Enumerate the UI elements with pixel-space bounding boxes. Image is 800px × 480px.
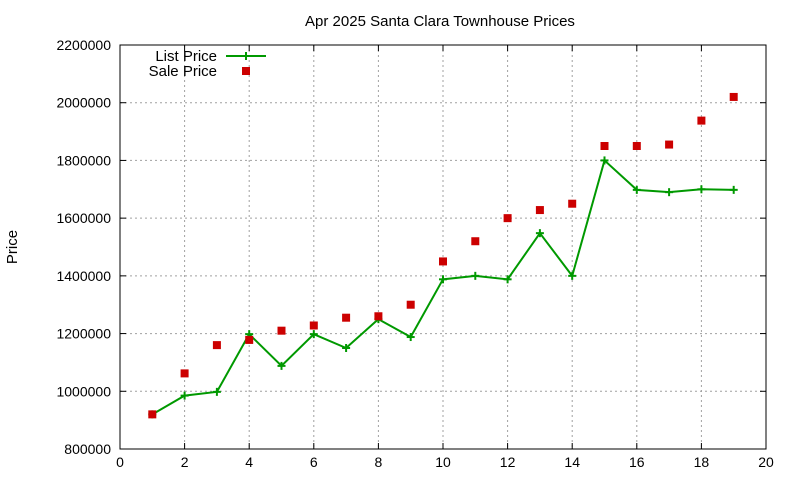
list-price-point	[342, 344, 351, 352]
list-price-point	[632, 185, 641, 194]
y-axis-label: Price	[4, 230, 21, 264]
sale-price-point	[568, 199, 577, 208]
x-tick-label: 6	[310, 454, 318, 470]
y-tick-label: 1800000	[56, 152, 111, 168]
sale-price-point	[471, 237, 480, 246]
list-price-point	[600, 156, 609, 165]
list-price-point	[212, 387, 221, 396]
x-tick-label: 4	[245, 454, 253, 470]
x-tick-label: 12	[500, 454, 516, 470]
list-price-point	[277, 361, 286, 370]
list-price-point	[503, 275, 512, 284]
y-tick-label: 1000000	[56, 383, 111, 399]
sale-price-point	[439, 257, 447, 266]
list-price-point	[309, 330, 318, 339]
list-price-point	[665, 188, 674, 197]
sale-price-point	[697, 116, 706, 125]
legend: List Price Sale Price	[149, 48, 266, 80]
sale-price-point	[503, 214, 512, 223]
x-tick-label: 2	[181, 454, 189, 470]
x-tick-label: 16	[629, 454, 645, 470]
y-tick-label: 1400000	[56, 268, 111, 284]
legend-label-list-price: List Price	[155, 48, 217, 65]
sale-price-point	[632, 142, 641, 150]
sale-price-point	[180, 369, 189, 378]
y-tick-label: 2000000	[56, 95, 111, 111]
x-tick-label: 18	[694, 454, 710, 470]
list-price-point	[697, 185, 706, 194]
y-tick-label: 1200000	[56, 326, 111, 342]
x-tick-label: 20	[758, 454, 774, 470]
grid	[120, 45, 766, 449]
x-tick-label: 8	[375, 454, 383, 470]
x-tick-label: 0	[116, 454, 124, 470]
list-price-point	[406, 333, 415, 342]
list-price-point	[568, 271, 577, 280]
sale-price-point	[212, 341, 221, 350]
sale-price-point	[245, 335, 254, 344]
sale-price-point	[600, 142, 609, 150]
legend-marker-list-price	[242, 52, 250, 60]
list-price-point	[439, 275, 447, 284]
y-tick-label: 1600000	[56, 210, 111, 226]
legend-marker-sale-price	[242, 67, 250, 75]
y-tick-labels: 800000 1000000 1200000 1400000 1600000 180000…	[56, 37, 111, 457]
list-price-point	[535, 229, 544, 238]
sale-price-point	[342, 313, 351, 322]
list-price-point	[729, 185, 738, 194]
legend-label-sale-price: Sale Price	[149, 63, 217, 80]
sale-price-point	[309, 321, 318, 330]
list-price-point	[471, 271, 480, 280]
x-tick-label: 14	[564, 454, 580, 470]
x-tick-labels: 0 2 4 6 8 10 12 14 16 18 20	[116, 454, 774, 470]
y-tick-label: 2200000	[56, 37, 111, 53]
sale-price-point	[406, 300, 415, 309]
sale-price-point	[148, 410, 157, 419]
sale-price-point	[665, 140, 674, 149]
sale-price-point	[535, 206, 544, 215]
y-tick-label: 800000	[64, 441, 111, 457]
x-tick-label: 10	[435, 454, 451, 470]
list-price-point	[180, 391, 189, 400]
series	[148, 92, 738, 419]
sale-price-point	[374, 312, 383, 321]
plot-frame	[119, 44, 767, 450]
chart-title: Apr 2025 Santa Clara Townhouse Prices	[305, 13, 575, 30]
ticks	[119, 44, 767, 450]
sale-price-point	[277, 326, 286, 335]
sale-price-point	[729, 92, 738, 101]
